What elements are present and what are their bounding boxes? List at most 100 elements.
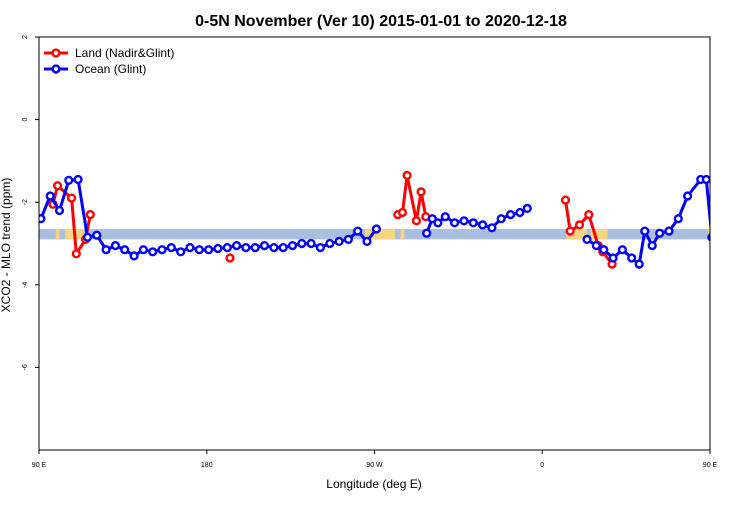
data-point: [489, 224, 496, 231]
data-point: [656, 230, 663, 237]
data-point: [600, 246, 607, 253]
data-point: [289, 242, 296, 249]
data-point: [567, 228, 574, 235]
data-point: [736, 199, 743, 206]
data-point: [205, 246, 212, 253]
data-point: [584, 236, 591, 243]
plot-frame: [39, 37, 710, 450]
data-point: [593, 242, 600, 249]
data-point: [470, 219, 477, 226]
x-axis: 90 E 180 90 W 0 90 E: [32, 450, 718, 469]
data-point: [576, 222, 583, 229]
data-point: [451, 219, 458, 226]
data-point: [280, 244, 287, 251]
data-point: [413, 217, 420, 224]
data-point: [215, 245, 222, 252]
data-point: [252, 244, 259, 251]
x-tick-label: 90 W: [366, 462, 383, 469]
data-point: [65, 177, 72, 184]
data-point: [131, 253, 138, 260]
data-point: [75, 176, 82, 183]
y-tick-label: -6: [22, 364, 29, 370]
data-point: [684, 193, 691, 200]
data-point: [628, 255, 635, 262]
data-point: [517, 209, 524, 216]
data-point: [610, 255, 617, 262]
data-point: [507, 211, 514, 218]
data-point: [619, 246, 626, 253]
data-point: [562, 197, 569, 204]
data-point: [261, 242, 268, 249]
data-point: [354, 228, 361, 235]
data-point: [298, 240, 305, 247]
data-point: [720, 230, 727, 237]
data-point: [84, 234, 91, 241]
data-point: [714, 232, 721, 239]
data-point: [68, 195, 75, 202]
y-axis: 20-2-4-6: [22, 35, 39, 371]
data-point: [243, 244, 250, 251]
data-point: [740, 182, 747, 189]
data-point: [326, 240, 333, 247]
x-tick-label: 90 E: [32, 462, 47, 469]
data-point: [649, 242, 656, 249]
data-point: [373, 226, 380, 233]
data-point: [675, 215, 682, 222]
data-point: [159, 246, 166, 253]
data-point: [703, 176, 710, 183]
land-band-segment: [56, 229, 60, 239]
data-point: [731, 193, 738, 200]
x-tick-label: 90 E: [703, 462, 718, 469]
data-point: [345, 236, 352, 243]
data-point: [93, 232, 100, 239]
series-line: [587, 180, 750, 265]
data-point: [121, 246, 128, 253]
data-point: [317, 244, 324, 251]
x-tick-label: 0: [540, 462, 544, 469]
series-line: [734, 186, 750, 254]
data-point: [308, 240, 315, 247]
data-point: [227, 255, 234, 262]
data-point: [442, 213, 449, 220]
data-point: [140, 246, 147, 253]
data-point: [479, 222, 486, 229]
data-point: [498, 215, 505, 222]
data-point: [112, 242, 119, 249]
legend: Land (Nadir&Glint) Ocean (Glint): [44, 46, 174, 76]
legend-marker: [53, 66, 60, 73]
data-point: [187, 244, 194, 251]
data-point: [56, 207, 63, 214]
x-tick-label: 180: [201, 462, 213, 469]
data-point: [435, 219, 442, 226]
data-point: [636, 261, 643, 268]
data-point: [73, 250, 80, 257]
legend-label: Land (Nadir&Glint): [75, 46, 174, 60]
data-point: [461, 217, 468, 224]
data-point: [744, 246, 750, 253]
legend-marker: [53, 50, 60, 57]
data-point: [666, 228, 673, 235]
legend-label: Ocean (Glint): [75, 62, 146, 76]
y-tick-label: 0: [22, 118, 29, 122]
data-point: [418, 189, 425, 196]
data-point: [149, 248, 156, 255]
data-point: [725, 246, 732, 253]
data-point: [233, 242, 240, 249]
y-axis-label: XCO2 - MLO trend (ppm): [0, 178, 13, 313]
data-point: [524, 205, 531, 212]
y-tick-label: 2: [22, 35, 29, 39]
data-point: [585, 211, 592, 218]
data-point: [641, 228, 648, 235]
data-point: [47, 193, 54, 200]
data-point: [168, 244, 175, 251]
series-1: [38, 176, 750, 267]
data-point: [177, 248, 184, 255]
data-point: [54, 182, 61, 189]
data-point: [364, 238, 371, 245]
data-point: [87, 211, 94, 218]
data-point: [271, 244, 278, 251]
data-point: [423, 230, 430, 237]
land-band-segment: [401, 229, 405, 239]
